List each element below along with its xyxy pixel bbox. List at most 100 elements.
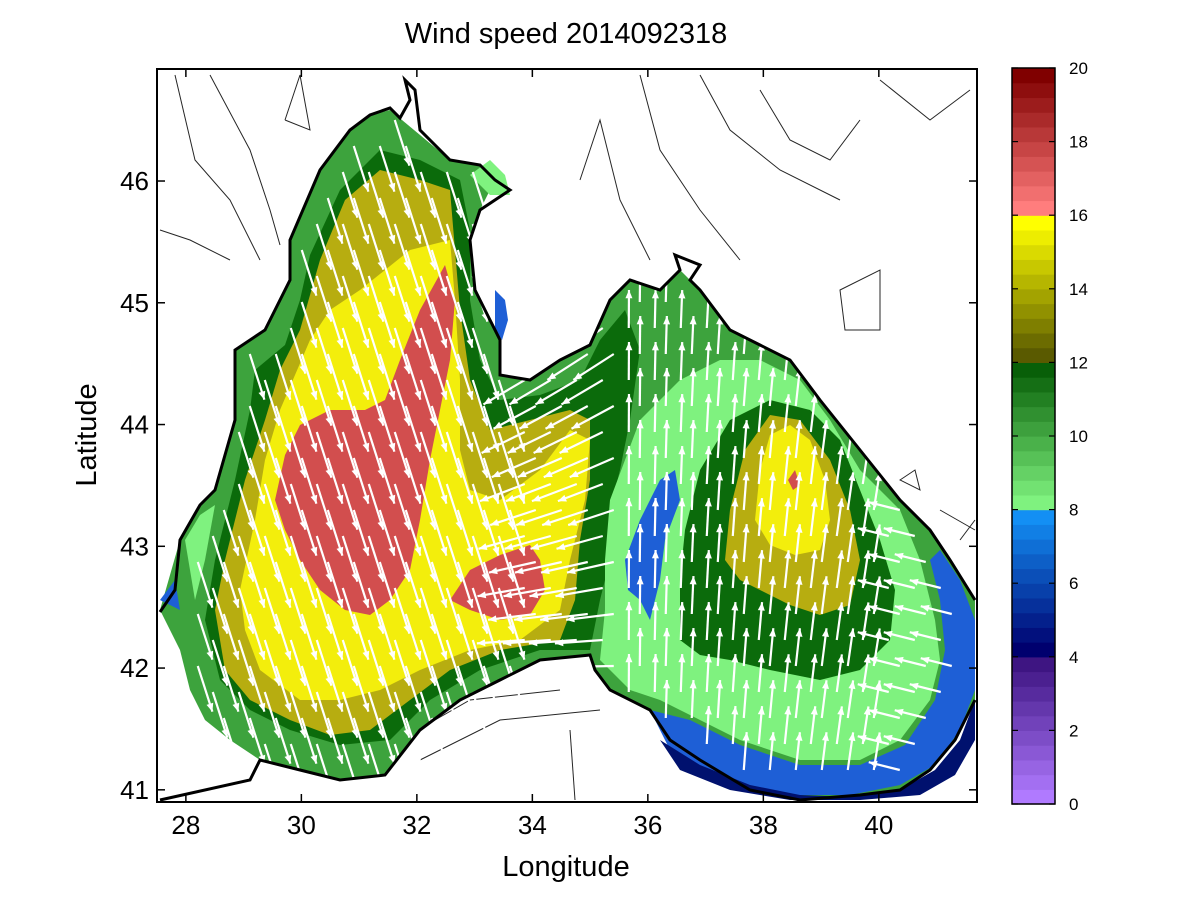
wind-arrow-head: [810, 446, 818, 455]
wind-arrow-head: [479, 494, 489, 502]
wind-arrow-head: [388, 754, 396, 764]
colorbar-swatch: [1012, 450, 1055, 467]
wind-arrow-head: [678, 394, 686, 403]
wind-arrow-head: [325, 676, 333, 686]
wind-arrow-head: [625, 550, 633, 559]
wind-arrow-head: [310, 650, 318, 660]
wind-arrow-head: [351, 572, 359, 582]
wind-arrow-head: [440, 754, 448, 764]
colorbar-tick-label: 4: [1069, 648, 1078, 667]
wind-arrow-head: [530, 543, 540, 551]
wind-arrow-head: [440, 650, 448, 660]
wind-arrow-head: [540, 567, 550, 575]
wind-arrow-head: [388, 650, 396, 660]
wind-arrow-head: [299, 520, 307, 530]
wind-arrow-head: [678, 498, 686, 507]
wind-arrow-head: [822, 420, 829, 429]
wind-arrow-head: [742, 732, 750, 741]
wind-arrow-head: [507, 446, 517, 453]
colorbar-swatch: [1012, 347, 1055, 363]
wind-arrow-head: [481, 208, 489, 218]
colorbar-swatch: [1012, 274, 1055, 290]
wind-arrow-head: [492, 702, 500, 712]
sea-zone-6-southeast: [650, 550, 975, 795]
wind-arrow-head: [689, 368, 697, 377]
wind-arrow-head: [769, 472, 777, 481]
coastline-south: [159, 653, 977, 802]
wind-arrow-head: [377, 416, 385, 426]
wind-arrow-head: [403, 260, 411, 270]
wind-arrow-head: [678, 290, 686, 299]
colorbar-swatch: [1012, 259, 1055, 275]
wind-arrow-head: [883, 734, 893, 742]
wind-arrow-head: [874, 628, 882, 638]
wind-arrow-head: [837, 498, 845, 508]
wind-arrow-head: [716, 420, 724, 429]
wind-arrow-head: [377, 676, 385, 686]
land-contour-line: [959, 519, 976, 541]
colorbar-swatch: [1012, 539, 1055, 555]
colorbar-tick-label: 20: [1069, 59, 1088, 78]
wind-arrow-head: [403, 572, 411, 582]
wind-arrow-head: [388, 702, 396, 712]
wind-arrow-head: [561, 397, 571, 405]
wind-arrow-head: [429, 572, 437, 582]
x-tick-label: 40: [864, 810, 893, 840]
wind-arrow-head: [636, 368, 644, 377]
wind-arrow-head: [863, 498, 871, 508]
wind-arrow-head: [388, 338, 396, 348]
wind-arrow-head: [336, 286, 344, 296]
wind-arrow-head: [273, 728, 281, 738]
wind-arrow-head: [742, 628, 750, 637]
wind-arrow-head: [769, 576, 777, 585]
land-contour-line: [419, 709, 601, 761]
wind-arrow-head: [403, 156, 411, 166]
wind-arrow-head: [455, 624, 463, 634]
wind-arrow-head: [299, 364, 307, 374]
wind-arrow-head: [784, 706, 792, 715]
wind-arrow-head: [731, 550, 739, 559]
wind-arrow-head: [299, 624, 307, 634]
wind-arrow-head: [894, 708, 904, 716]
wind-arrow-head: [874, 524, 882, 534]
x-tick-label: 32: [402, 810, 431, 840]
wind-arrow-head: [795, 680, 803, 689]
wind-arrow-head: [362, 494, 370, 504]
wind-arrow-head: [455, 676, 463, 686]
wind-arrow-head: [554, 639, 564, 647]
wind-arrow-head: [232, 598, 240, 608]
wind-arrow-head: [757, 602, 765, 611]
wind-arrow-head: [284, 442, 292, 452]
wind-arrow-head: [440, 598, 448, 608]
wind-arrow-head: [810, 706, 818, 715]
wind-arrow-head: [273, 624, 281, 634]
sea-zone-18-east-peak: [788, 470, 800, 490]
wind-arrow-head: [284, 598, 292, 608]
wind-arrow-head: [247, 520, 255, 530]
wind-arrow-head: [863, 654, 871, 664]
wind-arrow-head: [351, 468, 359, 478]
colorbar-swatch: [1012, 171, 1055, 187]
wind-arrow-head: [247, 572, 255, 582]
wind-arrow-head: [429, 676, 437, 686]
wind-arrow-head: [388, 234, 396, 244]
colorbar-tick-label: 12: [1069, 353, 1088, 372]
wind-arrow-head: [310, 598, 318, 608]
wind-arrow-head: [388, 598, 396, 608]
wind-arrow-head: [429, 364, 437, 374]
wind-arrow-head: [731, 706, 739, 715]
wind-arrow-head: [351, 208, 359, 218]
wind-arrow-head: [481, 416, 489, 426]
wind-arrow-head: [518, 598, 526, 608]
land-contour-line: [879, 79, 971, 121]
wind-arrow-head: [429, 728, 437, 738]
wind-arrow-head: [848, 576, 856, 586]
wind-arrow-head: [663, 264, 671, 273]
wind-arrow-head: [636, 576, 644, 585]
wind-arrow-head: [509, 397, 519, 405]
wind-arrow-head: [540, 615, 549, 623]
wind-arrow-head: [351, 676, 359, 686]
wind-arrow-head: [863, 602, 871, 612]
wind-arrow-head: [440, 286, 448, 296]
wind-arrow-head: [403, 468, 411, 478]
